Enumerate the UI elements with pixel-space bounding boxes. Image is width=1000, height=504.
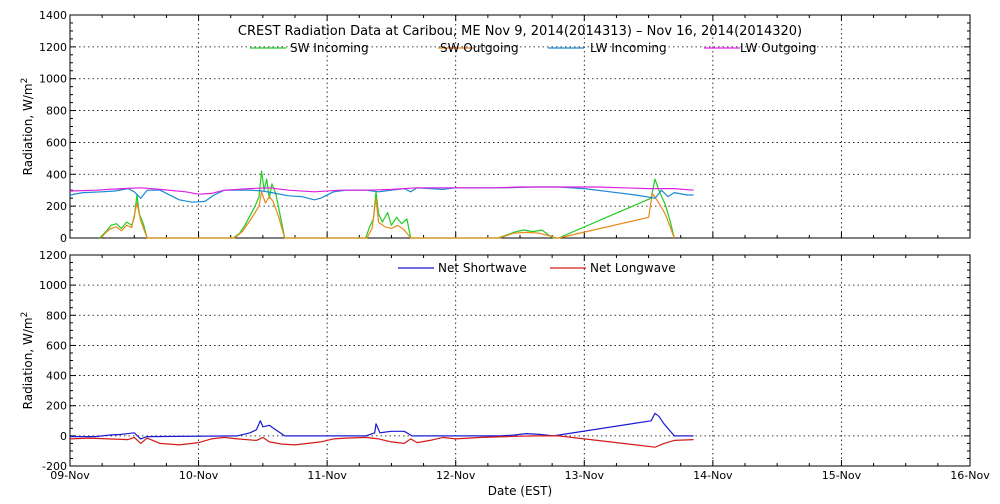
series-line-sw-outgoing [100,191,675,239]
y-tick-label: 200 [46,400,67,413]
y-tick-label: 0 [60,430,67,443]
y-tick-label: 200 [46,200,67,213]
y-tick-label: 600 [46,339,67,352]
legend-label: LW Outgoing [740,41,817,55]
y-tick-label: 1000 [39,279,67,292]
y-axis-label: Radiation, W/m2 [20,78,35,176]
x-tick-label: 10-Nov [179,469,219,482]
x-tick-label: 11-Nov [307,469,347,482]
x-axis-label: Date (EST) [488,484,552,498]
series-line-net-longwave [69,435,694,448]
y-tick-label: 800 [46,309,67,322]
y-tick-label: 600 [46,136,67,149]
legend-label: SW Incoming [290,41,369,55]
x-tick-label: 16-Nov [950,469,990,482]
y-tick-label: 1000 [39,73,67,86]
x-tick-label: 12-Nov [436,469,476,482]
y-tick-label: 800 [46,105,67,118]
y-tick-label: 1200 [39,249,67,262]
legend-label: Net Longwave [590,261,676,275]
series-line-lw-outgoing [69,186,694,195]
y-tick-label: 400 [46,168,67,181]
series-line-net-shortwave [70,412,694,440]
x-tick-label: 14-Nov [693,469,733,482]
y-tick-label: 400 [46,370,67,383]
y-axis-label: Radiation, W/m2 [20,312,35,410]
x-tick-label: 13-Nov [565,469,605,482]
x-tick-label: 09-Nov [50,469,90,482]
legend-label: SW Outgoing [440,41,519,55]
net-radiation-panel: -200 0 200 400 600 800 1000 1200 Radiation, W/m2… [20,249,990,498]
series-line-lw-incoming [69,186,694,203]
y-tick-label: 0 [60,232,67,245]
y-tick-label: -200 [42,460,67,473]
chart-title: CREST Radiation Data at Caribou, ME Nov … [238,24,802,39]
top-radiation-panel: 0 200 400 600 800 1000 1200 1400 Radiation, W/m2… [20,9,971,245]
y-tick-label: 1200 [39,41,67,54]
x-tick-label: 15-Nov [822,469,862,482]
legend-label: Net Shortwave [438,261,527,275]
y-tick-label: 1400 [39,9,67,22]
legend-label: LW Incoming [590,41,667,55]
